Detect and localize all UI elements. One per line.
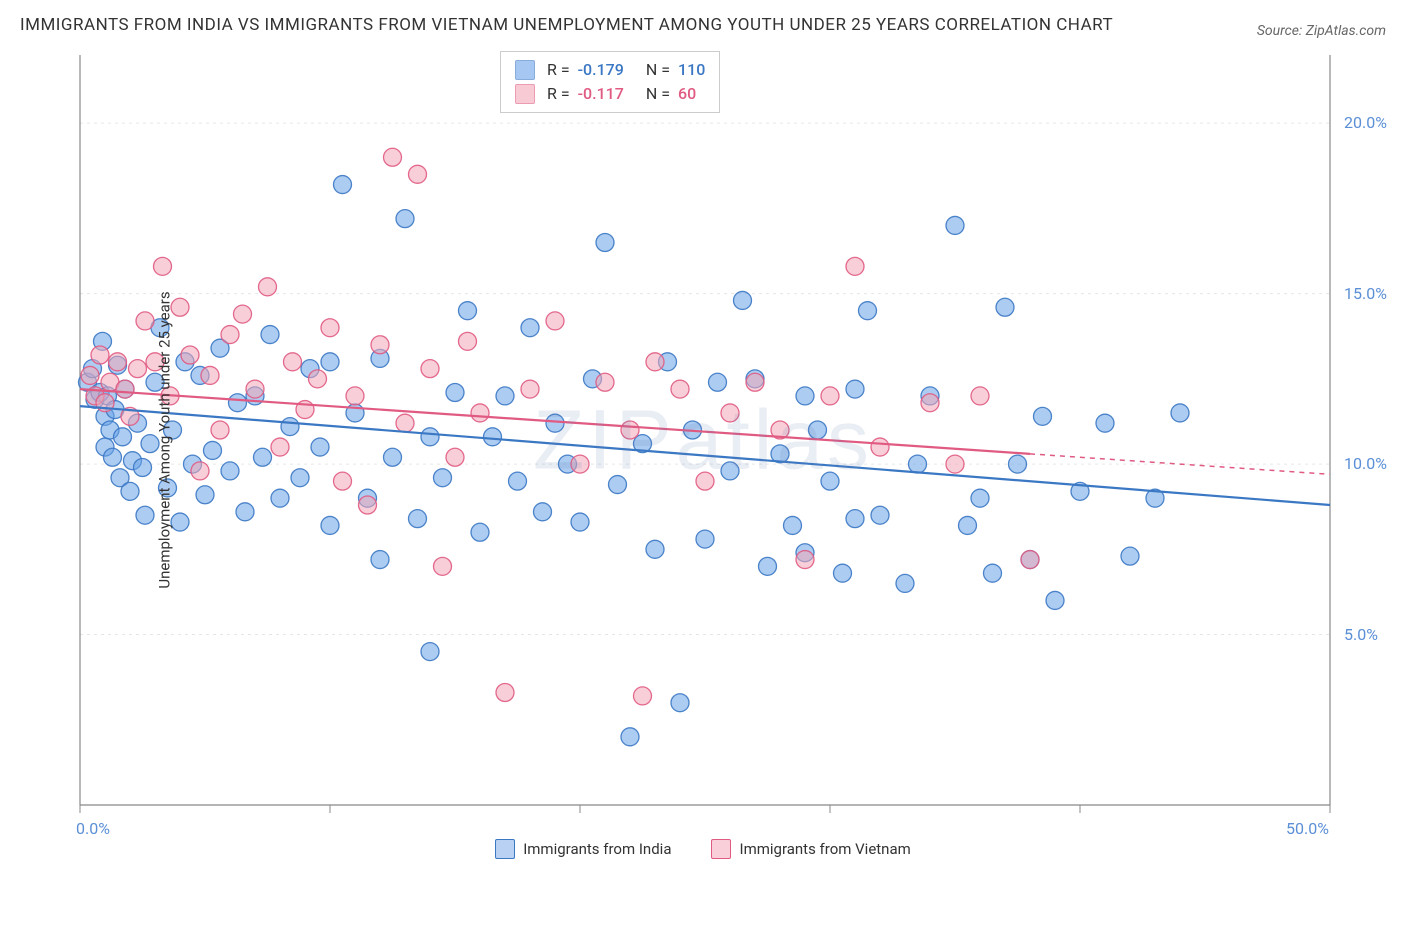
series-swatch — [515, 60, 535, 80]
legend-swatch — [711, 839, 731, 859]
stats-row: R = -0.179 N = 110 — [515, 58, 705, 82]
stats-legend-box: R = -0.179 N = 110 R = -0.117 N = 60 — [500, 51, 720, 113]
legend-swatch — [495, 839, 515, 859]
stat-n-value: 60 — [678, 82, 696, 106]
y-tick-label: 15.0% — [1344, 284, 1387, 303]
chart-title: IMMIGRANTS FROM INDIA VS IMMIGRANTS FROM… — [20, 12, 1113, 39]
y-axis-title: Unemployment Among Youth under 25 years — [156, 292, 174, 589]
stat-r-label: R = — [547, 58, 570, 82]
legend-item: Immigrants from India — [495, 839, 671, 859]
scatter-chart — [20, 45, 1340, 835]
y-tick-label: 10.0% — [1344, 454, 1387, 473]
legend-label: Immigrants from Vietnam — [739, 840, 910, 858]
stat-n-label: N = — [646, 58, 670, 82]
legend-item: Immigrants from Vietnam — [711, 839, 910, 859]
legend-label: Immigrants from India — [523, 840, 671, 858]
stat-r-value: -0.179 — [578, 58, 624, 82]
chart-container: Unemployment Among Youth under 25 years … — [20, 45, 1386, 835]
stat-n-label: N = — [646, 82, 670, 106]
stat-r-value: -0.117 — [578, 82, 624, 106]
x-tick-label: 50.0% — [1286, 819, 1329, 838]
y-tick-label: 5.0% — [1344, 625, 1378, 644]
stat-n-value: 110 — [678, 58, 705, 82]
x-tick-label: 0.0% — [76, 819, 110, 838]
y-tick-label: 20.0% — [1344, 113, 1387, 132]
stat-r-label: R = — [547, 82, 570, 106]
source-label: Source: ZipAtlas.com — [1257, 23, 1386, 39]
series-swatch — [515, 84, 535, 104]
stats-row: R = -0.117 N = 60 — [515, 82, 705, 106]
legend-bottom: Immigrants from India Immigrants from Vie… — [20, 839, 1386, 859]
